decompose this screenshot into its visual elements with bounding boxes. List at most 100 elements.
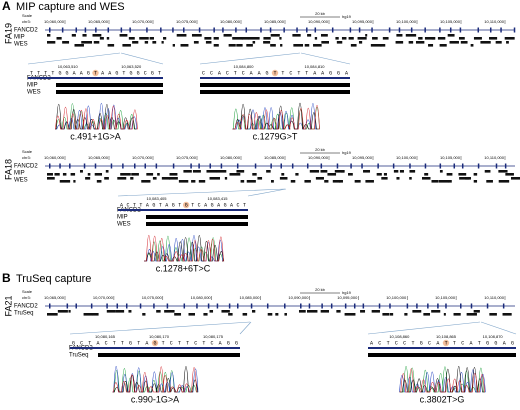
chromatogram-trace [399, 366, 485, 393]
coverage-block [193, 41, 199, 44]
exon [75, 27, 78, 33]
coverage-block [393, 170, 399, 173]
exon [122, 163, 124, 169]
coverage-block [321, 41, 329, 44]
exon [125, 303, 128, 309]
coverage-block [465, 177, 471, 180]
scale-label: Scale [22, 13, 33, 18]
exon [236, 163, 239, 169]
zoom-connector [239, 321, 252, 335]
exon [209, 163, 212, 169]
coverage-block [257, 177, 263, 180]
zoom-connector [480, 321, 517, 335]
track-label: FANCD2 [14, 304, 38, 310]
coverage-block [340, 170, 345, 173]
coverage-block [146, 173, 154, 176]
coverage-block [473, 173, 478, 176]
exon [228, 303, 231, 309]
coverage-block [498, 170, 508, 173]
exon [59, 163, 61, 169]
exon [90, 303, 93, 309]
exon [49, 303, 51, 309]
exon [95, 27, 97, 33]
coverage-block [128, 37, 135, 40]
coverage-block [82, 34, 87, 37]
coverage-block [266, 170, 271, 173]
coverage-block [68, 310, 71, 313]
coverage-block [382, 37, 389, 40]
ruler-label: 10,070,000 [132, 19, 153, 24]
exon [66, 303, 69, 309]
ruler-label: 10,095,000 [337, 295, 358, 300]
ruler-label: 10,110,000 [484, 19, 504, 24]
coverage-block [205, 41, 212, 44]
ruler-label: 10,085,000 [264, 155, 285, 160]
coverage-block [348, 173, 353, 176]
coverage-block [473, 37, 482, 40]
exon [220, 163, 223, 169]
coverage-block [93, 41, 100, 44]
exon [155, 163, 158, 169]
coverage-block [437, 37, 446, 40]
coverage-block [142, 313, 146, 316]
coord-label: 10,083,415 [207, 196, 228, 201]
coverage-bar [368, 353, 516, 357]
coverage-block [106, 37, 110, 40]
coverage-block [511, 177, 520, 180]
coverage-block [228, 44, 236, 47]
coverage-block [229, 173, 241, 176]
coverage-block [56, 37, 62, 40]
coord-label: 10,080,165 [95, 334, 116, 339]
exon [424, 163, 427, 169]
coverage-block [117, 177, 127, 180]
variant-label: c.3802T>G [420, 394, 465, 404]
coverage-block [424, 37, 435, 40]
coverage-block [381, 177, 388, 180]
coverage-bar [200, 90, 350, 94]
coverage-block [389, 313, 394, 316]
ruler-label: 10,110,000 [484, 155, 504, 160]
coverage-block [458, 173, 467, 176]
exon [306, 27, 308, 33]
variant-highlight [442, 339, 450, 347]
coord-label: 10,080,170 [149, 334, 170, 339]
genome-build: hg19 [342, 150, 352, 155]
exon [116, 303, 119, 309]
variant-highlight [271, 69, 279, 77]
zoom-track-label: MIP [27, 83, 38, 89]
coverage-block [132, 41, 139, 44]
exon [198, 27, 201, 33]
coverage-block [298, 310, 306, 313]
exon [106, 303, 108, 309]
coverage-block [206, 170, 217, 173]
coverage-block [240, 180, 245, 183]
genome-build: hg19 [342, 290, 352, 295]
exon [190, 163, 192, 169]
coverage-block [504, 37, 515, 40]
coverage-block [439, 44, 447, 47]
exon [69, 163, 71, 169]
coverage-block [486, 180, 493, 183]
exon [49, 163, 51, 169]
ruler-label: 10,105,000 [440, 19, 461, 24]
coverage-block [92, 34, 102, 37]
zoom-connector [199, 52, 301, 65]
coverage-block [54, 173, 60, 176]
coverage-block [371, 310, 380, 313]
exon [460, 303, 462, 309]
coverage-block [115, 310, 125, 313]
coverage-block [409, 177, 412, 180]
exon [300, 303, 302, 309]
coverage-block [484, 170, 491, 173]
exon [439, 27, 441, 33]
exon [477, 163, 480, 169]
coverage-block [443, 313, 446, 316]
coverage-block [203, 313, 208, 316]
coverage-bar [56, 83, 163, 87]
coverage-block [409, 170, 416, 173]
exon [350, 163, 352, 169]
variant-label: c.990-1G>A [131, 394, 179, 404]
coverage-block [473, 310, 480, 313]
ruler-label: 10,095,000 [352, 19, 373, 24]
